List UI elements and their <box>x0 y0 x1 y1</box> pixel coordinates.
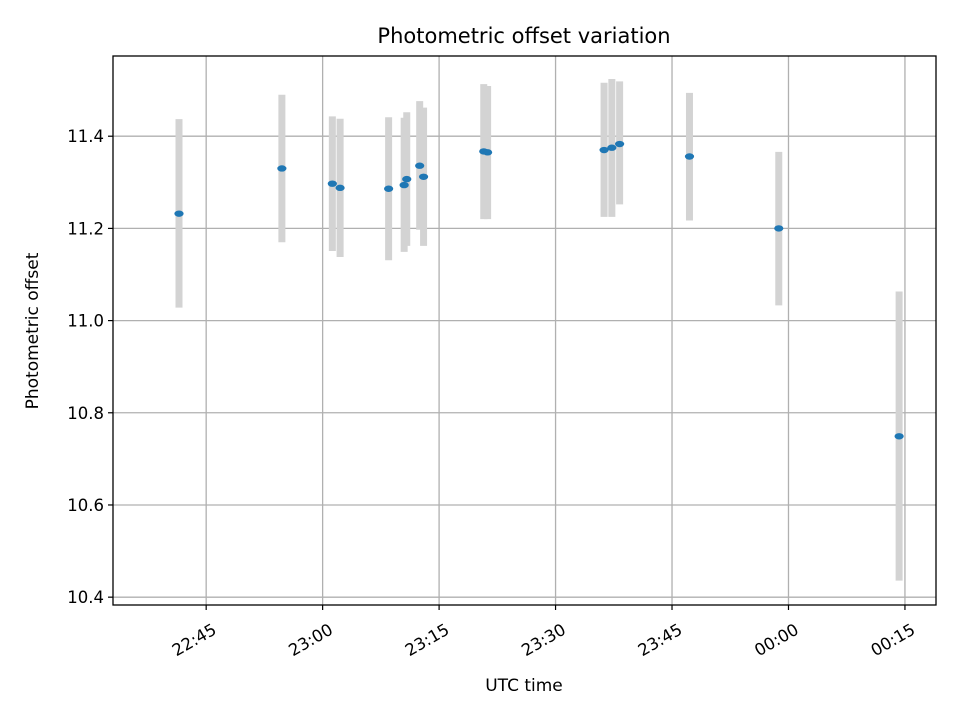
data-point <box>174 210 184 217</box>
y-axis: 10.4 10.6 10.8 11.0 11.2 11.4 <box>67 127 113 607</box>
data-point <box>615 140 625 148</box>
y-tick-label: 11.0 <box>67 312 104 331</box>
y-tick-label: 10.6 <box>67 496 104 515</box>
x-axis: 22:45 23:00 23:15 23:30 23:45 00:00 00:15 <box>169 605 918 660</box>
x-tick-label: 23:45 <box>635 620 686 660</box>
data-point <box>335 184 345 192</box>
x-tick-label: 00:00 <box>751 620 802 660</box>
data-point <box>483 149 493 156</box>
data-point <box>418 173 429 180</box>
chart-title: Photometric offset variation <box>377 24 670 48</box>
data-point <box>327 180 337 187</box>
y-tick-label: 10.8 <box>67 404 104 423</box>
x-tick-label: 22:45 <box>169 620 220 660</box>
y-tick-label: 11.4 <box>67 127 104 146</box>
plot-frame <box>112 55 937 606</box>
x-tick-label: 23:15 <box>402 620 453 660</box>
data-point <box>415 162 425 169</box>
grid <box>113 56 936 605</box>
data-point <box>384 185 394 192</box>
data-point <box>402 175 412 183</box>
data-point <box>894 433 904 440</box>
x-tick-label: 23:30 <box>518 620 569 660</box>
data-point <box>607 144 617 151</box>
data-point <box>277 165 287 172</box>
x-tick-label: 23:00 <box>285 620 336 660</box>
data-point <box>684 153 695 160</box>
y-tick-label: 11.2 <box>67 219 104 238</box>
y-axis-label: Photometric offset <box>23 252 43 409</box>
data-point <box>399 181 409 189</box>
x-axis-label: UTC time <box>485 676 563 696</box>
data-point <box>774 225 784 232</box>
x-tick-label: 00:15 <box>868 620 919 660</box>
data-points <box>174 140 904 440</box>
data-point <box>599 146 609 154</box>
y-tick-label: 10.4 <box>67 588 104 607</box>
